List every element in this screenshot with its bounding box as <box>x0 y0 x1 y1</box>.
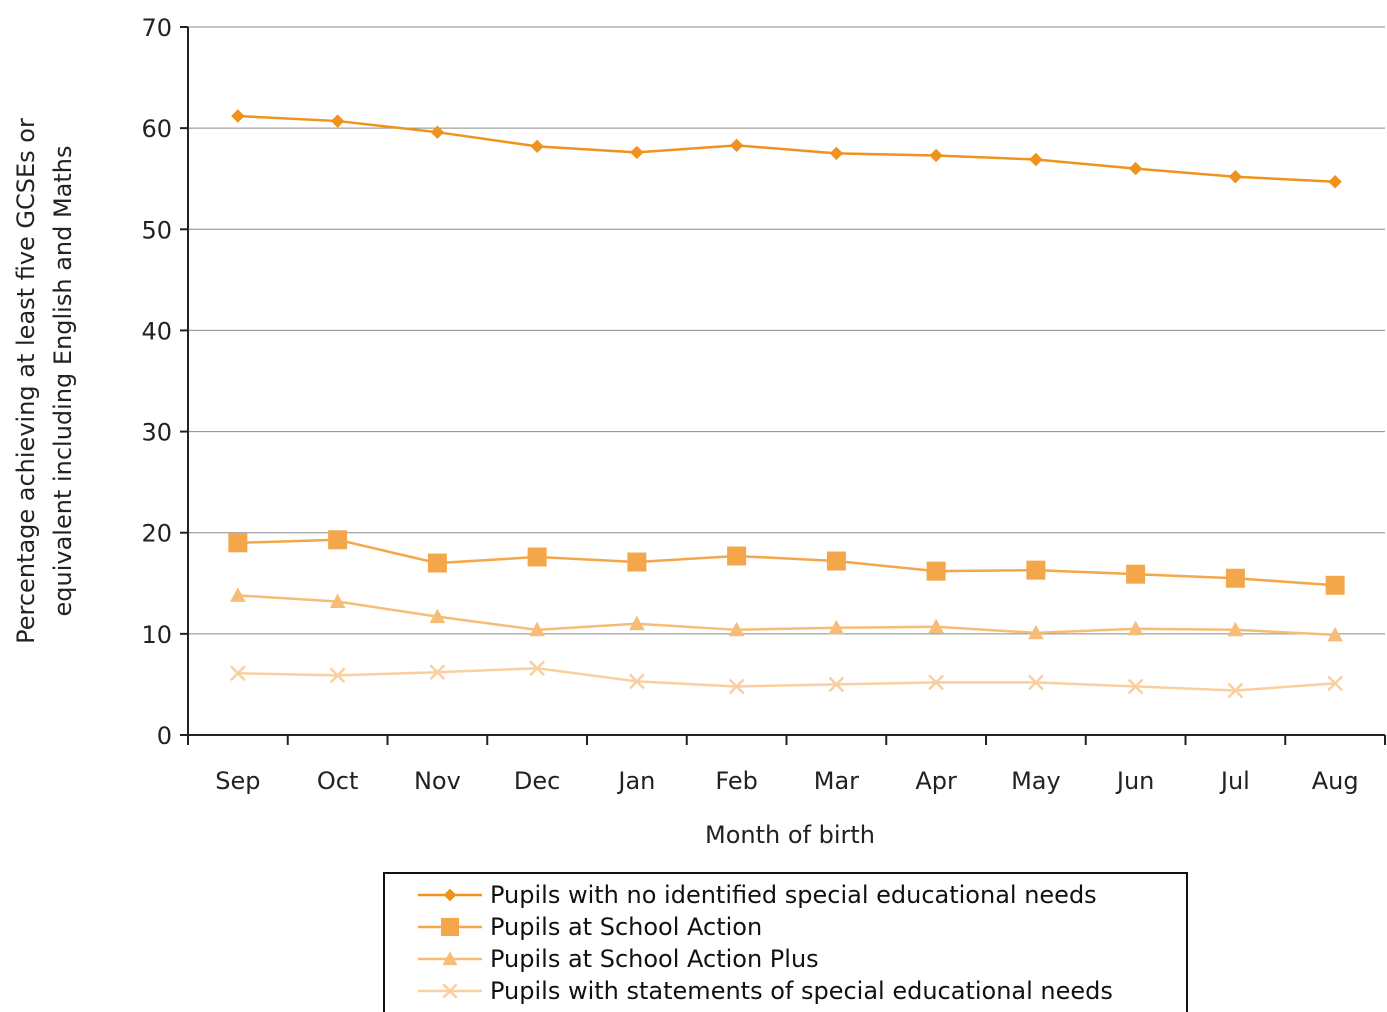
y-axis-title-line-2: equivalent including English and Maths <box>49 145 77 616</box>
y-tick-label: 50 <box>141 216 172 244</box>
data-point-diamond <box>430 125 445 139</box>
legend-item: Pupils at School Action <box>418 913 762 941</box>
y-axis-ticks: 0 10 20 30 40 50 60 70 <box>141 14 188 750</box>
series-line <box>237 594 1336 637</box>
legend: Pupils with no identified special educat… <box>383 872 1188 1012</box>
data-point-triangle <box>1327 626 1343 642</box>
data-point-triangle <box>1028 624 1044 640</box>
x-tick-label: Jun <box>1115 767 1155 795</box>
data-point-triangle <box>1227 621 1244 637</box>
data-point-diamond <box>729 138 744 153</box>
y-tick-label: 10 <box>141 621 172 649</box>
series <box>228 109 1345 699</box>
series-4 <box>229 660 1344 699</box>
data-point-diamond <box>231 109 245 123</box>
data-point-square <box>926 561 946 581</box>
data-point-triangle <box>529 621 545 637</box>
data-point-triangle <box>728 621 745 637</box>
x-tick-label: Aug <box>1312 767 1359 795</box>
series-1 <box>231 109 1342 189</box>
data-point-x <box>728 678 745 695</box>
series-line <box>237 666 1336 692</box>
y-tick-label: 40 <box>141 317 172 345</box>
legend-item: Pupils with statements of special educat… <box>418 977 1113 1005</box>
data-point-triangle <box>442 951 458 966</box>
data-point-square <box>1126 564 1146 584</box>
data-point-x <box>229 665 246 682</box>
x-tick-label: Jul <box>1219 767 1250 795</box>
data-point-x <box>1327 675 1344 692</box>
series-2 <box>228 530 1345 595</box>
x-tick-label: Apr <box>915 767 957 795</box>
legend-label: Pupils at School Action Plus <box>490 945 819 973</box>
data-point-diamond <box>443 888 457 902</box>
data-point-x <box>329 667 346 684</box>
data-point-x <box>828 676 845 693</box>
data-point-diamond <box>330 114 345 128</box>
x-tick-label: Oct <box>317 767 359 795</box>
data-point-square <box>440 917 460 937</box>
series-line <box>237 114 1336 183</box>
data-point-square <box>228 533 248 553</box>
data-point-x <box>1227 682 1244 699</box>
data-point-square <box>627 552 647 572</box>
data-point-diamond <box>1328 175 1342 189</box>
data-point-x <box>628 673 645 690</box>
data-point-square <box>1225 568 1245 588</box>
data-point-diamond <box>1029 152 1043 167</box>
data-point-x <box>1027 674 1044 691</box>
data-point-triangle <box>1127 620 1144 636</box>
legend-label: Pupils at School Action <box>490 913 762 941</box>
x-tick-label: May <box>1011 767 1061 795</box>
y-tick-label: 70 <box>141 14 172 42</box>
data-point-square <box>328 530 348 550</box>
data-point-diamond <box>929 148 943 163</box>
y-tick-label: 60 <box>141 115 172 143</box>
data-point-triangle <box>629 615 645 631</box>
data-point-x <box>429 664 446 681</box>
data-point-triangle <box>928 618 944 634</box>
data-point-square <box>727 546 747 566</box>
data-point-diamond <box>630 145 644 160</box>
data-point-triangle <box>429 608 446 624</box>
x-axis-ticks: Sep Oct Nov Dec Jan Feb Mar Apr May Jun Jul Aug <box>187 735 1386 795</box>
data-point-x <box>928 674 945 691</box>
series-line <box>237 538 1336 587</box>
data-point-diamond <box>530 139 544 154</box>
data-point-x <box>1127 678 1144 695</box>
y-axis-title-line-1: Percentage achieving at least five GCSEs… <box>12 118 40 644</box>
data-point-square <box>1026 560 1046 580</box>
data-point-diamond <box>829 146 844 161</box>
x-tick-label: Dec <box>514 767 560 795</box>
legend-label: Pupils with statements of special educat… <box>490 977 1113 1005</box>
series-3 <box>230 587 1343 642</box>
data-point-triangle <box>230 587 246 602</box>
data-point-square <box>527 547 547 567</box>
y-tick-label: 0 <box>157 722 172 750</box>
y-tick-label: 20 <box>141 520 172 548</box>
data-point-diamond <box>1228 169 1243 184</box>
x-tick-label: Nov <box>414 767 461 795</box>
data-point-x <box>442 983 458 999</box>
legend-label: Pupils with no identified special educat… <box>490 881 1097 909</box>
x-tick-label: Mar <box>814 767 859 795</box>
data-point-square <box>826 551 846 571</box>
gridlines <box>188 26 1385 635</box>
data-point-x <box>529 660 546 677</box>
legend-item: Pupils with no identified special educat… <box>418 881 1097 909</box>
data-point-triangle <box>828 619 845 635</box>
data-point-diamond <box>1128 161 1143 176</box>
data-point-triangle <box>329 593 346 608</box>
y-tick-label: 30 <box>141 419 172 447</box>
x-axis-title: Month of birth <box>705 821 875 849</box>
legend-item: Pupils at School Action Plus <box>418 945 819 973</box>
x-tick-label: Jan <box>616 767 655 795</box>
legend-box <box>383 872 1188 1012</box>
x-tick-label: Sep <box>215 767 260 795</box>
data-point-square <box>427 553 447 573</box>
x-tick-label: Feb <box>715 767 758 795</box>
data-point-square <box>1325 575 1345 595</box>
